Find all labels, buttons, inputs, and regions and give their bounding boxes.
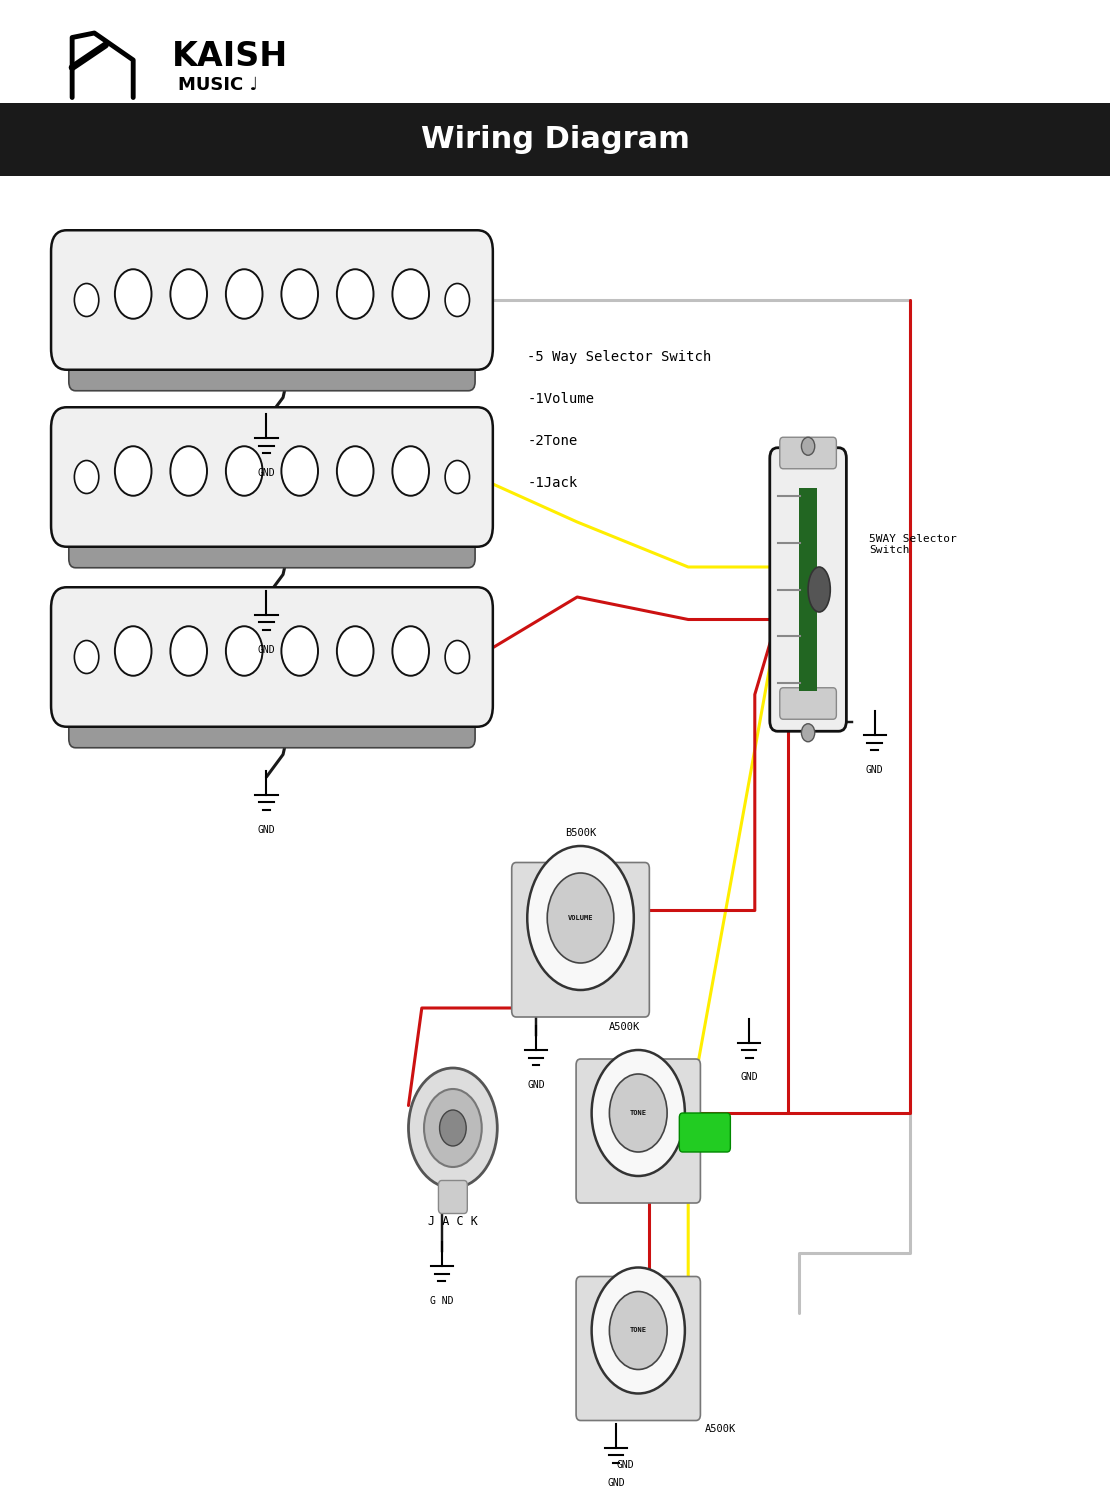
FancyBboxPatch shape: [51, 408, 493, 546]
FancyBboxPatch shape: [779, 687, 837, 720]
Text: -5 Way Selector Switch: -5 Way Selector Switch: [527, 350, 712, 364]
Circle shape: [337, 270, 373, 320]
Bar: [799, 489, 817, 690]
Circle shape: [115, 270, 151, 320]
FancyBboxPatch shape: [69, 672, 475, 747]
Circle shape: [171, 270, 206, 320]
Text: A500K: A500K: [705, 1425, 736, 1434]
FancyBboxPatch shape: [69, 492, 475, 567]
Circle shape: [115, 447, 151, 495]
FancyBboxPatch shape: [512, 862, 649, 1017]
Text: -1Jack: -1Jack: [527, 476, 577, 490]
Circle shape: [592, 1050, 685, 1176]
Circle shape: [74, 284, 99, 316]
Text: GND: GND: [616, 1460, 634, 1470]
Ellipse shape: [808, 567, 830, 612]
Text: MUSIC ♩: MUSIC ♩: [178, 76, 258, 94]
Text: J A C K: J A C K: [428, 1215, 477, 1228]
FancyBboxPatch shape: [69, 315, 475, 392]
Circle shape: [445, 460, 470, 494]
FancyBboxPatch shape: [576, 1276, 700, 1420]
Text: B500K: B500K: [565, 828, 596, 839]
Circle shape: [171, 447, 206, 495]
Circle shape: [74, 460, 99, 494]
FancyBboxPatch shape: [779, 438, 837, 468]
Circle shape: [424, 1089, 482, 1167]
Circle shape: [226, 627, 262, 675]
FancyBboxPatch shape: [438, 1180, 467, 1214]
FancyBboxPatch shape: [576, 1059, 700, 1203]
Circle shape: [337, 627, 373, 675]
Circle shape: [393, 270, 428, 320]
Circle shape: [592, 1268, 685, 1394]
Text: -1Volume: -1Volume: [527, 392, 594, 406]
Text: 5WAY Selector
Switch: 5WAY Selector Switch: [869, 534, 957, 555]
Text: KAISH: KAISH: [172, 40, 289, 74]
Circle shape: [609, 1074, 667, 1152]
Circle shape: [226, 270, 262, 320]
Circle shape: [393, 447, 428, 495]
Circle shape: [801, 438, 815, 456]
FancyBboxPatch shape: [51, 586, 493, 726]
Circle shape: [445, 640, 470, 674]
FancyBboxPatch shape: [51, 231, 493, 370]
Circle shape: [408, 1068, 497, 1188]
Bar: [0, 104, 1110, 176]
Circle shape: [282, 270, 319, 320]
Circle shape: [226, 447, 262, 495]
Circle shape: [337, 447, 373, 495]
Text: GND: GND: [607, 1478, 625, 1488]
Circle shape: [527, 846, 634, 990]
Text: GND: GND: [527, 1080, 545, 1090]
Text: -2Tone: -2Tone: [527, 433, 577, 448]
Circle shape: [445, 284, 470, 316]
Text: GND: GND: [258, 645, 275, 656]
FancyBboxPatch shape: [770, 447, 847, 732]
Circle shape: [547, 873, 614, 963]
Circle shape: [801, 724, 815, 742]
Text: GND: GND: [866, 765, 884, 776]
Text: G ND: G ND: [430, 1296, 454, 1306]
Circle shape: [393, 627, 428, 675]
FancyBboxPatch shape: [679, 1113, 730, 1152]
Circle shape: [282, 447, 319, 495]
Text: GND: GND: [258, 468, 275, 478]
Text: TONE: TONE: [629, 1110, 647, 1116]
Text: Wiring Diagram: Wiring Diagram: [421, 124, 689, 154]
Text: GND: GND: [740, 1072, 758, 1083]
Circle shape: [440, 1110, 466, 1146]
Circle shape: [74, 640, 99, 674]
Circle shape: [115, 627, 151, 675]
Circle shape: [609, 1292, 667, 1370]
Text: TONE: TONE: [629, 1328, 647, 1334]
Text: VOLUME: VOLUME: [568, 915, 593, 921]
Text: GND: GND: [258, 825, 275, 836]
Text: A500K: A500K: [609, 1022, 640, 1032]
Circle shape: [282, 627, 319, 675]
Circle shape: [171, 627, 206, 675]
